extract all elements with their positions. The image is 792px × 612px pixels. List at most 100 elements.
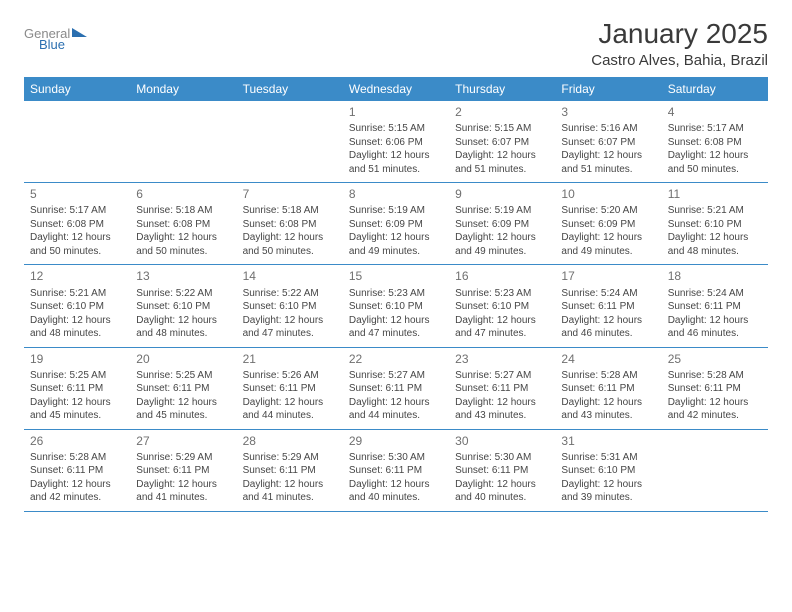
day-cell: 13Sunrise: 5:22 AMSunset: 6:10 PMDayligh… xyxy=(130,265,236,346)
day-number: 7 xyxy=(243,186,337,202)
day-number: 30 xyxy=(455,433,549,449)
sunrise-line: Sunrise: 5:25 AM xyxy=(30,369,124,383)
sunset-line: Sunset: 6:09 PM xyxy=(455,218,549,232)
sunrise-line: Sunrise: 5:18 AM xyxy=(243,204,337,218)
sunrise-line: Sunrise: 5:25 AM xyxy=(136,369,230,383)
day-number: 9 xyxy=(455,186,549,202)
sunrise-line: Sunrise: 5:26 AM xyxy=(243,369,337,383)
day-number: 20 xyxy=(136,351,230,367)
day-number: 15 xyxy=(349,268,443,284)
daylight-line: Daylight: 12 hours and 46 minutes. xyxy=(668,314,762,341)
day-cell: 1Sunrise: 5:15 AMSunset: 6:06 PMDaylight… xyxy=(343,101,449,182)
daylight-line: Daylight: 12 hours and 51 minutes. xyxy=(349,149,443,176)
brand-logo: General Blue xyxy=(24,18,124,58)
sunrise-line: Sunrise: 5:17 AM xyxy=(30,204,124,218)
day-number: 17 xyxy=(561,268,655,284)
sunset-line: Sunset: 6:11 PM xyxy=(349,382,443,396)
sunrise-line: Sunrise: 5:29 AM xyxy=(243,451,337,465)
sunset-line: Sunset: 6:11 PM xyxy=(30,464,124,478)
week-row: 19Sunrise: 5:25 AMSunset: 6:11 PMDayligh… xyxy=(24,348,768,430)
day-number: 18 xyxy=(668,268,762,284)
sunrise-line: Sunrise: 5:21 AM xyxy=(30,287,124,301)
daylight-line: Daylight: 12 hours and 49 minutes. xyxy=(455,231,549,258)
day-cell: 27Sunrise: 5:29 AMSunset: 6:11 PMDayligh… xyxy=(130,430,236,511)
daylight-line: Daylight: 12 hours and 49 minutes. xyxy=(349,231,443,258)
day-cell: 10Sunrise: 5:20 AMSunset: 6:09 PMDayligh… xyxy=(555,183,661,264)
week-row: 12Sunrise: 5:21 AMSunset: 6:10 PMDayligh… xyxy=(24,265,768,347)
daylight-line: Daylight: 12 hours and 42 minutes. xyxy=(30,478,124,505)
daylight-line: Daylight: 12 hours and 40 minutes. xyxy=(455,478,549,505)
day-number: 27 xyxy=(136,433,230,449)
sunrise-line: Sunrise: 5:19 AM xyxy=(349,204,443,218)
day-number: 29 xyxy=(349,433,443,449)
day-cell: 17Sunrise: 5:24 AMSunset: 6:11 PMDayligh… xyxy=(555,265,661,346)
sunrise-line: Sunrise: 5:21 AM xyxy=(668,204,762,218)
sunset-line: Sunset: 6:11 PM xyxy=(349,464,443,478)
sunrise-line: Sunrise: 5:27 AM xyxy=(349,369,443,383)
sunset-line: Sunset: 6:06 PM xyxy=(349,136,443,150)
daylight-line: Daylight: 12 hours and 50 minutes. xyxy=(243,231,337,258)
sunrise-line: Sunrise: 5:30 AM xyxy=(455,451,549,465)
day-number: 22 xyxy=(349,351,443,367)
daylight-line: Daylight: 12 hours and 51 minutes. xyxy=(561,149,655,176)
day-cell: 12Sunrise: 5:21 AMSunset: 6:10 PMDayligh… xyxy=(24,265,130,346)
day-cell: 7 Sunrise: 5:18 AMSunset: 6:08 PMDaylight… xyxy=(237,183,343,264)
day-cell: 29Sunrise: 5:30 AMSunset: 6:11 PMDayligh… xyxy=(343,430,449,511)
daylight-line: Daylight: 12 hours and 48 minutes. xyxy=(136,314,230,341)
location: Castro Alves, Bahia, Brazil xyxy=(591,52,768,69)
sunset-line: Sunset: 6:10 PM xyxy=(455,300,549,314)
sunrise-line: Sunrise: 5:20 AM xyxy=(561,204,655,218)
weekday-header: SundayMondayTuesdayWednesdayThursdayFrid… xyxy=(24,77,768,101)
day-number: 21 xyxy=(243,351,337,367)
daylight-line: Daylight: 12 hours and 45 minutes. xyxy=(30,396,124,423)
daylight-line: Daylight: 12 hours and 45 minutes. xyxy=(136,396,230,423)
sunset-line: Sunset: 6:11 PM xyxy=(455,382,549,396)
sunrise-line: Sunrise: 5:23 AM xyxy=(349,287,443,301)
day-number: 2 xyxy=(455,104,549,120)
header: General Blue January 2025 Castro Alves, … xyxy=(24,18,768,69)
day-cell: 21Sunrise: 5:26 AMSunset: 6:11 PMDayligh… xyxy=(237,348,343,429)
sunrise-line: Sunrise: 5:31 AM xyxy=(561,451,655,465)
sunrise-line: Sunrise: 5:19 AM xyxy=(455,204,549,218)
daylight-line: Daylight: 12 hours and 44 minutes. xyxy=(243,396,337,423)
sunrise-line: Sunrise: 5:23 AM xyxy=(455,287,549,301)
daylight-line: Daylight: 12 hours and 39 minutes. xyxy=(561,478,655,505)
sunset-line: Sunset: 6:07 PM xyxy=(561,136,655,150)
sunset-line: Sunset: 6:07 PM xyxy=(455,136,549,150)
month-title: January 2025 xyxy=(591,18,768,50)
sunrise-line: Sunrise: 5:24 AM xyxy=(668,287,762,301)
daylight-line: Daylight: 12 hours and 49 minutes. xyxy=(561,231,655,258)
day-number: 16 xyxy=(455,268,549,284)
sunset-line: Sunset: 6:11 PM xyxy=(668,382,762,396)
weekday-label: Thursday xyxy=(449,77,555,101)
day-cell: 5Sunrise: 5:17 AMSunset: 6:08 PMDaylight… xyxy=(24,183,130,264)
calendar: SundayMondayTuesdayWednesdayThursdayFrid… xyxy=(24,77,768,512)
daylight-line: Daylight: 12 hours and 50 minutes. xyxy=(136,231,230,258)
week-row: 5Sunrise: 5:17 AMSunset: 6:08 PMDaylight… xyxy=(24,183,768,265)
daylight-line: Daylight: 12 hours and 46 minutes. xyxy=(561,314,655,341)
daylight-line: Daylight: 12 hours and 43 minutes. xyxy=(455,396,549,423)
day-cell: 9 Sunrise: 5:19 AMSunset: 6:09 PMDaylight… xyxy=(449,183,555,264)
sunset-line: Sunset: 6:08 PM xyxy=(243,218,337,232)
logo-triangle-icon xyxy=(72,28,87,37)
sunrise-line: Sunrise: 5:28 AM xyxy=(30,451,124,465)
sunrise-line: Sunrise: 5:15 AM xyxy=(455,122,549,136)
daylight-line: Daylight: 12 hours and 44 minutes. xyxy=(349,396,443,423)
day-cell: 28Sunrise: 5:29 AMSunset: 6:11 PMDayligh… xyxy=(237,430,343,511)
sunrise-line: Sunrise: 5:16 AM xyxy=(561,122,655,136)
week-row: 1Sunrise: 5:15 AMSunset: 6:06 PMDaylight… xyxy=(24,101,768,183)
sunset-line: Sunset: 6:11 PM xyxy=(243,464,337,478)
day-cell: 16Sunrise: 5:23 AMSunset: 6:10 PMDayligh… xyxy=(449,265,555,346)
sunrise-line: Sunrise: 5:27 AM xyxy=(455,369,549,383)
day-number: 6 xyxy=(136,186,230,202)
sunrise-line: Sunrise: 5:15 AM xyxy=(349,122,443,136)
day-number: 5 xyxy=(30,186,124,202)
sunrise-line: Sunrise: 5:30 AM xyxy=(349,451,443,465)
empty-cell xyxy=(662,430,768,511)
day-cell: 4Sunrise: 5:17 AMSunset: 6:08 PMDaylight… xyxy=(662,101,768,182)
sunset-line: Sunset: 6:10 PM xyxy=(349,300,443,314)
weekday-label: Monday xyxy=(130,77,236,101)
calendar-weeks: 1Sunrise: 5:15 AMSunset: 6:06 PMDaylight… xyxy=(24,101,768,512)
sunset-line: Sunset: 6:11 PM xyxy=(30,382,124,396)
day-number: 25 xyxy=(668,351,762,367)
